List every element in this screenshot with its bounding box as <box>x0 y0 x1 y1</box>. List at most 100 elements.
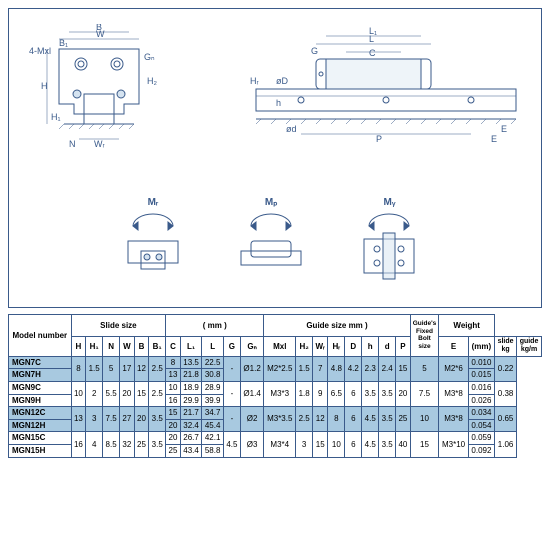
data-cell: - <box>223 381 240 406</box>
data-cell: 6 <box>345 381 362 406</box>
grp-guide: Guide size mm ) <box>264 315 410 337</box>
data-cell: 12 <box>134 356 149 381</box>
gauge-mr: Mᵣ <box>103 197 203 287</box>
data-cell: 6 <box>345 432 362 457</box>
gauge-label: Mᵣ <box>103 197 203 208</box>
data-cell: 15 <box>396 356 411 381</box>
subheader-cell: B₁ <box>149 337 166 357</box>
data-cell: 3.5 <box>362 381 379 406</box>
model-cell: MGN9C <box>9 381 72 394</box>
data-cell: 2.4 <box>379 356 396 381</box>
data-cell: 0.22 <box>495 356 517 381</box>
data-cell: 3 <box>296 432 313 457</box>
subheader-cell: L₁ <box>180 337 202 357</box>
subheader-cell: Gₙ <box>240 337 263 357</box>
data-cell: 20 <box>396 381 411 406</box>
svg-text:h: h <box>276 98 281 108</box>
svg-text:Wᵣ: Wᵣ <box>94 139 105 149</box>
subheader-cell: L <box>202 337 224 357</box>
data-cell: 2.3 <box>362 356 379 381</box>
data-cell: M2*2.5 <box>264 356 296 381</box>
grp-weight: Weight <box>439 315 495 337</box>
data-cell: 7 <box>313 356 328 381</box>
data-cell: Ø1.4 <box>240 381 263 406</box>
data-cell: 13.5 <box>180 356 202 369</box>
side-view-drawing: L L₁ C G øD ød h Hᵣ P E E <box>246 24 526 154</box>
model-cell: MGN15H <box>9 444 72 457</box>
data-cell: 15 <box>166 407 181 420</box>
svg-text:L₁: L₁ <box>369 26 377 36</box>
data-cell: 0.015 <box>468 369 494 382</box>
data-cell: 0.026 <box>468 394 494 407</box>
subheader-cell: E <box>439 337 469 357</box>
data-cell: 0.38 <box>495 381 517 406</box>
data-cell: 3.5 <box>379 407 396 432</box>
data-cell: 0.016 <box>468 381 494 394</box>
data-cell: 15 <box>313 432 328 457</box>
data-cell: 1.06 <box>495 432 517 457</box>
data-cell: 15 <box>134 381 149 406</box>
model-cell: MGN12C <box>9 407 72 420</box>
subheader-cell: G <box>223 337 240 357</box>
svg-text:P: P <box>376 134 382 144</box>
data-cell: 43.4 <box>180 444 202 457</box>
subheader-cell: (mm) <box>468 337 494 357</box>
data-cell: 10 <box>410 407 439 432</box>
data-cell: 8 <box>71 356 86 381</box>
subheader-cell: C <box>166 337 181 357</box>
data-cell: 20 <box>120 381 135 406</box>
subheader-cell: Mxl <box>264 337 296 357</box>
data-cell: 1.8 <box>296 381 313 406</box>
data-cell: 0.054 <box>468 419 494 432</box>
data-cell: 7.5 <box>103 407 120 432</box>
data-cell: 32.4 <box>180 419 202 432</box>
model-cell: MGN7H <box>9 369 72 382</box>
data-cell: 4.5 <box>362 407 379 432</box>
data-cell: 3.5 <box>379 381 396 406</box>
data-cell: 39.9 <box>202 394 224 407</box>
data-cell: 4.8 <box>328 356 345 381</box>
svg-text:øD: øD <box>276 76 288 86</box>
model-cell: MGN12H <box>9 419 72 432</box>
data-cell: 10 <box>328 432 345 457</box>
svg-text:Gₙ: Gₙ <box>144 52 155 62</box>
data-cell: 17 <box>120 356 135 381</box>
subheader-cell: h <box>362 337 379 357</box>
col-model: Model number <box>9 315 72 357</box>
data-cell: 45.4 <box>202 419 224 432</box>
data-cell: 12 <box>313 407 328 432</box>
data-cell: 1.5 <box>86 356 103 381</box>
table-header: Model number Slide size ( mm ) Guide siz… <box>9 315 542 357</box>
data-cell: 4.2 <box>345 356 362 381</box>
data-cell: 8.5 <box>103 432 120 457</box>
data-cell: 0.65 <box>495 407 517 432</box>
subheader-cell: Hᵣ <box>328 337 345 357</box>
data-cell: 3.5 <box>379 432 396 457</box>
data-cell: 42.1 <box>202 432 224 445</box>
diagram-area: W B B₁ 4-Mxl H H₂ Gₙ N Wᵣ H₁ <box>8 8 542 308</box>
data-cell: 0.034 <box>468 407 494 420</box>
data-cell: 20 <box>134 407 149 432</box>
data-cell: 22.5 <box>202 356 224 369</box>
data-cell: 26.7 <box>180 432 202 445</box>
data-cell: 15 <box>410 432 439 457</box>
data-cell: 2.5 <box>296 407 313 432</box>
svg-text:H₂: H₂ <box>147 76 157 86</box>
data-cell: 27 <box>120 407 135 432</box>
data-cell: 3 <box>86 407 103 432</box>
data-cell: 8 <box>328 407 345 432</box>
model-cell: MGN9H <box>9 394 72 407</box>
data-cell: 16 <box>71 432 86 457</box>
data-cell: 58.8 <box>202 444 224 457</box>
svg-text:G: G <box>311 46 318 56</box>
subheader-cell: D <box>345 337 362 357</box>
data-cell: 30.8 <box>202 369 224 382</box>
data-cell: M3*8 <box>439 381 469 406</box>
grp-slide: Slide size <box>71 315 166 337</box>
subheader-cell: H₂ <box>296 337 313 357</box>
svg-text:H: H <box>41 81 48 91</box>
data-cell: 10 <box>166 381 181 394</box>
subheader-cell: slidekg <box>495 337 517 357</box>
subheader-cell: d <box>379 337 396 357</box>
data-cell: 6.5 <box>328 381 345 406</box>
